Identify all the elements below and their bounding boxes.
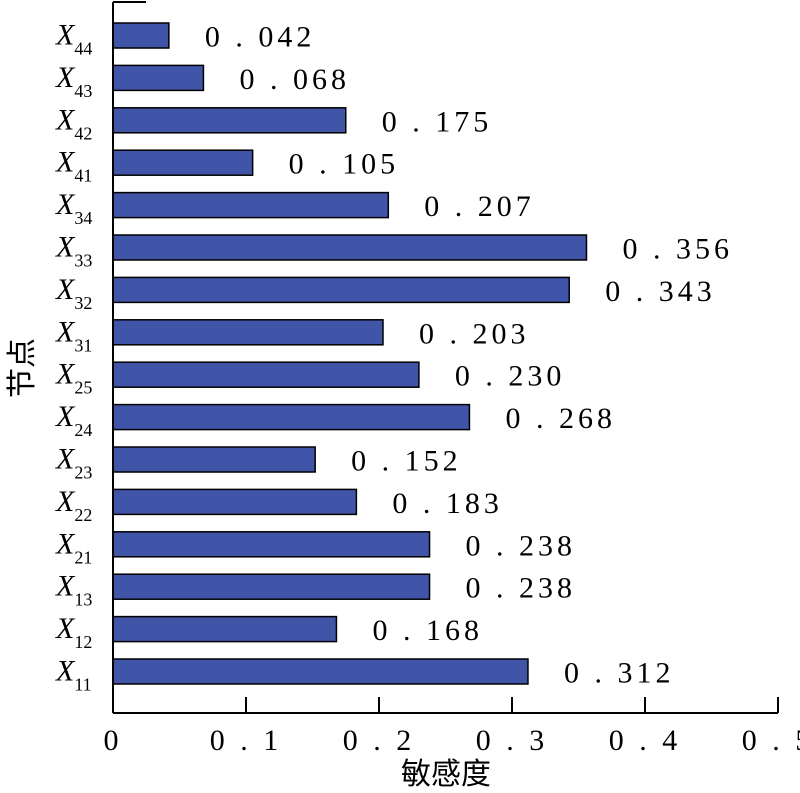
bar-x44 <box>112 22 170 49</box>
category-label-x41: X41 <box>55 146 92 186</box>
category-label-x32: X32 <box>55 273 92 313</box>
value-label-x31: 0 . 203 <box>419 317 530 350</box>
value-label-x41: 0 . 105 <box>289 148 400 181</box>
bar-x32 <box>112 276 570 304</box>
category-label-x11: X11 <box>55 655 92 695</box>
x-tick-label-1: 0 . 1 <box>210 724 283 757</box>
bar-x41 <box>112 149 254 176</box>
value-label-x21: 0 . 238 <box>466 529 577 562</box>
bar-x21 <box>112 531 431 558</box>
value-label-x32: 0 . 343 <box>605 275 716 308</box>
value-label-x44: 0 . 042 <box>205 21 315 54</box>
bar-x43 <box>112 64 205 92</box>
axes-group <box>112 1 778 714</box>
value-label-x24: 0 . 268 <box>505 402 616 435</box>
bar-x25 <box>112 361 420 388</box>
value-label-x42: 0 . 175 <box>382 105 493 138</box>
bar-x23 <box>112 446 316 473</box>
x-tick-label-0: 0 <box>104 724 123 757</box>
category-label-x34: X34 <box>55 188 92 228</box>
category-label-x24: X24 <box>55 400 92 440</box>
x-tick-label-4: 0 . 4 <box>609 724 682 757</box>
x-ticks-group: 0 0 . 1 0 . 2 0 . 3 0 . 4 0 . 5 <box>104 697 800 757</box>
bar-x31 <box>112 319 384 346</box>
category-label-x42: X42 <box>55 103 92 143</box>
value-label-x43: 0 . 068 <box>239 63 350 96</box>
value-label-x25: 0 . 230 <box>455 360 566 393</box>
bar-x11 <box>112 658 529 685</box>
bar-x24 <box>112 403 471 431</box>
x-tick-label-3: 0 . 3 <box>476 724 549 757</box>
y-axis-title: 节点 <box>5 338 40 398</box>
category-label-x43: X43 <box>55 61 92 101</box>
value-label-x34: 0 . 207 <box>424 190 535 223</box>
value-label-x13: 0 . 238 <box>466 572 577 605</box>
bar-x22 <box>112 488 358 516</box>
value-label-x12: 0 . 168 <box>372 614 483 647</box>
value-label-x33: 0 . 356 <box>622 233 733 266</box>
x-tick-label-2: 0 . 2 <box>343 724 416 757</box>
bar-x13 <box>112 573 431 600</box>
category-label-x31: X31 <box>55 315 92 355</box>
value-labels-group: 0 . 312 0 . 168 0 . 238 0 . 238 0 . 183 0 . 1… <box>205 21 733 690</box>
bar-x42 <box>112 107 347 134</box>
bar-x33 <box>112 234 588 261</box>
category-label-x21: X21 <box>55 527 92 567</box>
value-label-x11: 0 . 312 <box>564 657 675 690</box>
bar-x34 <box>112 191 390 219</box>
value-label-x22: 0 . 183 <box>392 487 503 520</box>
category-label-x25: X25 <box>55 358 92 398</box>
category-label-x12: X12 <box>55 612 92 652</box>
category-label-x22: X22 <box>55 485 92 525</box>
category-labels-group: X11X12X13X21X22X23X24X25X31X32X33X34X41X… <box>55 19 92 695</box>
category-label-x44: X44 <box>55 19 92 59</box>
x-tick-label-5: 0 . 5 <box>742 724 800 757</box>
bars-group <box>112 22 588 685</box>
category-label-x13: X13 <box>55 570 92 610</box>
bar-x12 <box>112 615 338 643</box>
category-label-x23: X23 <box>55 443 92 483</box>
x-axis-title: 敏感度 <box>401 757 491 792</box>
category-label-x33: X33 <box>55 231 92 271</box>
value-label-x23: 0 . 152 <box>351 445 462 478</box>
